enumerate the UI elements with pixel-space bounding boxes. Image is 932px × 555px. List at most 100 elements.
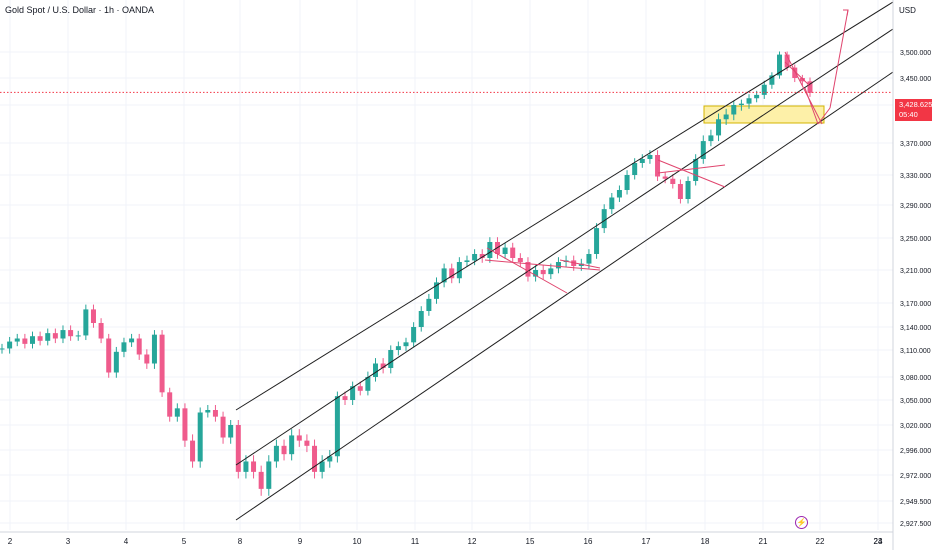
candle-body xyxy=(639,159,645,163)
candle-body xyxy=(68,330,74,337)
y-tick-label: 3,140.000 xyxy=(900,325,931,332)
candle-body xyxy=(586,254,592,264)
candle-body xyxy=(411,327,417,343)
candle-body xyxy=(433,282,439,299)
candle-body xyxy=(510,247,516,258)
candle-body xyxy=(136,338,142,355)
channel-line xyxy=(235,71,894,521)
candle-body xyxy=(662,176,668,179)
candle-body xyxy=(723,114,729,120)
y-tick-label: 3,080.000 xyxy=(900,375,931,382)
candle-body xyxy=(14,338,20,342)
candle-body xyxy=(716,119,722,136)
candle-body xyxy=(769,75,775,85)
candle-body xyxy=(129,338,135,343)
candle-body xyxy=(7,341,13,349)
candle-body xyxy=(731,105,737,115)
candle-body xyxy=(266,461,272,489)
x-tick-label: 23 xyxy=(874,537,883,546)
candle-body xyxy=(777,54,783,76)
y-tick-label: 3,050.000 xyxy=(900,398,931,405)
candle-body xyxy=(601,209,607,229)
candle-body xyxy=(517,258,523,262)
x-tick-label: 4 xyxy=(124,537,129,546)
candle-body xyxy=(45,333,51,341)
candle-body xyxy=(319,461,325,472)
x-tick-label: 3 xyxy=(66,537,71,546)
y-tick-label: 3,020.000 xyxy=(900,423,931,430)
candle-body xyxy=(738,103,744,105)
candle-body xyxy=(799,78,805,82)
price-tag-value: 3,428.625 xyxy=(899,100,932,109)
candle-body xyxy=(22,338,28,344)
candle-body xyxy=(304,440,310,446)
candle-body xyxy=(83,309,89,336)
x-tick-label: 15 xyxy=(526,537,535,546)
x-tick-label: 5 xyxy=(182,537,187,546)
candle-body xyxy=(373,363,379,377)
channel-lines xyxy=(235,1,894,521)
candle-body xyxy=(807,81,813,93)
candle-body xyxy=(205,410,211,413)
candle-body xyxy=(212,410,218,417)
channel-line xyxy=(235,28,894,466)
y-tick-label: 2,996.000 xyxy=(900,448,931,455)
candle-body xyxy=(708,135,714,142)
candle-body xyxy=(60,330,66,339)
y-tick-label: 2,972.000 xyxy=(900,473,931,480)
candle-body xyxy=(296,435,302,441)
y-tick-label: 3,450.000 xyxy=(900,76,931,83)
annotation-line xyxy=(784,51,823,125)
candle-body xyxy=(312,445,318,472)
candle-body xyxy=(167,392,173,417)
candle-body xyxy=(685,181,691,199)
candle-body xyxy=(647,155,653,159)
currency-label[interactable]: USD xyxy=(899,6,916,15)
candle-body xyxy=(426,298,432,311)
candle-body xyxy=(456,262,462,279)
candle-body xyxy=(281,445,287,455)
candle-body xyxy=(403,342,409,347)
x-tick-label: 2 xyxy=(8,537,13,546)
candle-body xyxy=(258,471,264,489)
price-tag: 3,428.625 05:40 xyxy=(895,99,932,121)
candle-body xyxy=(632,163,638,175)
annotation-line xyxy=(784,61,811,87)
candle-body xyxy=(395,346,401,350)
channel-line xyxy=(235,1,894,411)
candle-body xyxy=(121,342,127,352)
x-tick-label: 17 xyxy=(642,537,651,546)
x-tick-label: 18 xyxy=(701,537,710,546)
symbol-title: Gold Spot / U.S. Dollar · 1h · OANDA xyxy=(5,5,155,15)
lightning-icon[interactable]: ⚡ xyxy=(795,516,808,529)
candle-body xyxy=(616,190,622,198)
candle-body xyxy=(98,323,104,339)
y-tick-label: 3,170.000 xyxy=(900,301,931,308)
candle-body xyxy=(75,335,81,337)
candle-body xyxy=(342,396,348,400)
candle-body xyxy=(388,350,394,368)
candle-body xyxy=(251,461,257,472)
candle-body xyxy=(693,159,699,181)
candle-body xyxy=(578,263,584,266)
candle-body xyxy=(29,336,35,344)
candle-body xyxy=(548,268,554,275)
candle-body xyxy=(472,254,478,261)
candle-body xyxy=(0,348,5,350)
candle-body xyxy=(190,440,196,462)
price-tag-countdown: 05:40 xyxy=(899,110,918,119)
x-tick-label: 8 xyxy=(238,537,243,546)
candle-body xyxy=(418,311,424,327)
candle-body xyxy=(677,184,683,199)
candle-body xyxy=(502,247,508,254)
candle-body xyxy=(533,270,539,277)
candle-body xyxy=(784,54,790,68)
candle-body xyxy=(144,354,150,364)
candle-body xyxy=(609,197,615,210)
candle-body xyxy=(52,333,58,339)
candle-body xyxy=(380,363,386,368)
candle-body xyxy=(365,377,371,391)
